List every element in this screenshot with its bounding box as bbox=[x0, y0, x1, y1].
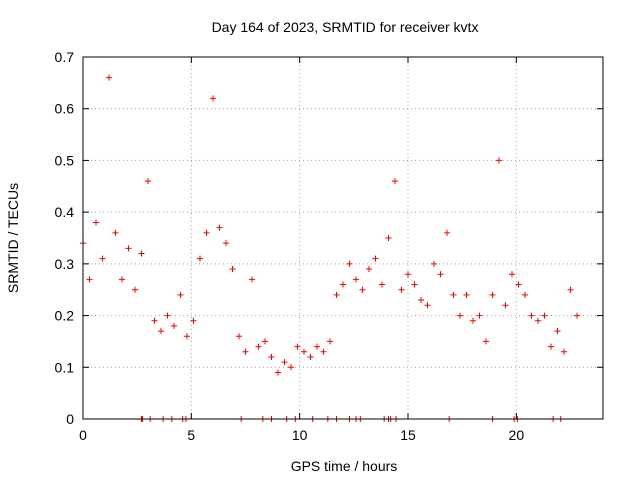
y-tick-label: 0 bbox=[66, 411, 74, 427]
data-point bbox=[106, 74, 112, 81]
data-point bbox=[281, 359, 288, 366]
data-point bbox=[93, 219, 99, 226]
data-point bbox=[288, 364, 294, 371]
x-tick-label: 20 bbox=[509, 427, 525, 443]
data-point bbox=[125, 245, 132, 252]
data-point bbox=[171, 322, 177, 329]
data-point bbox=[86, 276, 93, 283]
data-point bbox=[561, 348, 567, 355]
data-point bbox=[112, 229, 119, 236]
data-point bbox=[197, 255, 203, 262]
data-point bbox=[528, 312, 535, 319]
data-point bbox=[437, 271, 444, 278]
data-point bbox=[366, 266, 372, 273]
x-tick-label: 10 bbox=[292, 427, 308, 443]
data-point bbox=[262, 338, 268, 345]
x-tick-labels: 0 5 10 15 20 bbox=[79, 427, 524, 443]
data-point bbox=[307, 353, 314, 360]
data-point bbox=[184, 333, 190, 340]
grid bbox=[83, 57, 603, 419]
data-point bbox=[392, 178, 398, 185]
data-point bbox=[216, 224, 223, 231]
data-point bbox=[151, 317, 158, 324]
x-axis-title: GPS time / hours bbox=[291, 458, 398, 474]
data-point bbox=[359, 286, 366, 293]
data-point bbox=[229, 266, 236, 273]
data-point bbox=[255, 343, 262, 350]
data-point bbox=[424, 302, 431, 309]
data-point bbox=[249, 276, 255, 283]
y-tick-label: 0.2 bbox=[55, 308, 75, 324]
data-point bbox=[138, 250, 145, 257]
data-point bbox=[444, 229, 450, 236]
data-point bbox=[268, 353, 275, 360]
data-point bbox=[99, 255, 106, 262]
data-point bbox=[177, 291, 184, 298]
data-point bbox=[398, 286, 405, 293]
data-point bbox=[327, 338, 333, 345]
data-point bbox=[515, 281, 522, 288]
plot-frame bbox=[82, 56, 604, 420]
y-tick-label: 0.5 bbox=[55, 152, 75, 168]
axis-ticks bbox=[82, 56, 603, 420]
data-point bbox=[476, 312, 483, 319]
x-tick-label: 15 bbox=[400, 427, 416, 443]
data-point bbox=[275, 369, 281, 376]
x-tick-label: 5 bbox=[187, 427, 195, 443]
y-tick-label: 0.4 bbox=[55, 204, 75, 220]
data-point bbox=[145, 178, 151, 185]
data-point bbox=[489, 291, 496, 298]
data-point bbox=[301, 348, 307, 355]
data-point bbox=[470, 317, 476, 324]
data-point bbox=[567, 286, 574, 293]
data-point bbox=[385, 235, 392, 241]
data-point bbox=[418, 297, 424, 304]
data-point bbox=[535, 317, 541, 324]
data-point bbox=[164, 312, 171, 319]
data-point bbox=[411, 281, 418, 288]
data-point bbox=[457, 312, 463, 319]
data-point bbox=[431, 260, 437, 267]
y-tick-labels: 0 0.1 0.2 0.3 0.4 0.5 0.6 0.7 bbox=[55, 49, 75, 427]
data-point bbox=[554, 328, 561, 335]
data-point bbox=[450, 291, 457, 298]
data-point bbox=[496, 157, 502, 164]
data-point bbox=[483, 338, 489, 345]
y-tick-label: 0.7 bbox=[55, 49, 75, 65]
data-point bbox=[379, 281, 385, 288]
data-point bbox=[548, 343, 554, 350]
y-tick-label: 0.6 bbox=[55, 101, 75, 117]
data-point bbox=[340, 281, 346, 288]
y-tick-label: 0.1 bbox=[55, 359, 75, 375]
data-point bbox=[210, 95, 216, 102]
data-point bbox=[314, 343, 320, 350]
data-point bbox=[242, 348, 249, 355]
data-point bbox=[509, 271, 515, 278]
data-point bbox=[522, 291, 528, 298]
y-axis-title: SRMTID / TECUs bbox=[5, 183, 21, 293]
y-tick-label: 0.3 bbox=[55, 256, 75, 272]
x-tick-label: 0 bbox=[79, 427, 87, 443]
data-point bbox=[236, 333, 242, 340]
data-point bbox=[574, 312, 580, 319]
data-point bbox=[346, 260, 353, 267]
data-point bbox=[502, 302, 509, 309]
data-point bbox=[132, 286, 138, 293]
data-point bbox=[541, 312, 548, 319]
data-point bbox=[333, 291, 340, 298]
chart-title: Day 164 of 2023, SRMTID for receiver kvt… bbox=[212, 19, 479, 35]
data-point bbox=[320, 348, 327, 355]
data-point bbox=[353, 276, 359, 283]
data-point bbox=[372, 255, 379, 262]
data-point bbox=[203, 229, 210, 236]
data-point bbox=[405, 271, 411, 278]
data-point bbox=[119, 276, 125, 283]
data-point bbox=[223, 240, 229, 247]
data-point bbox=[158, 328, 164, 335]
data-point bbox=[463, 291, 470, 298]
data-point bbox=[294, 343, 301, 350]
data-point bbox=[190, 317, 197, 324]
